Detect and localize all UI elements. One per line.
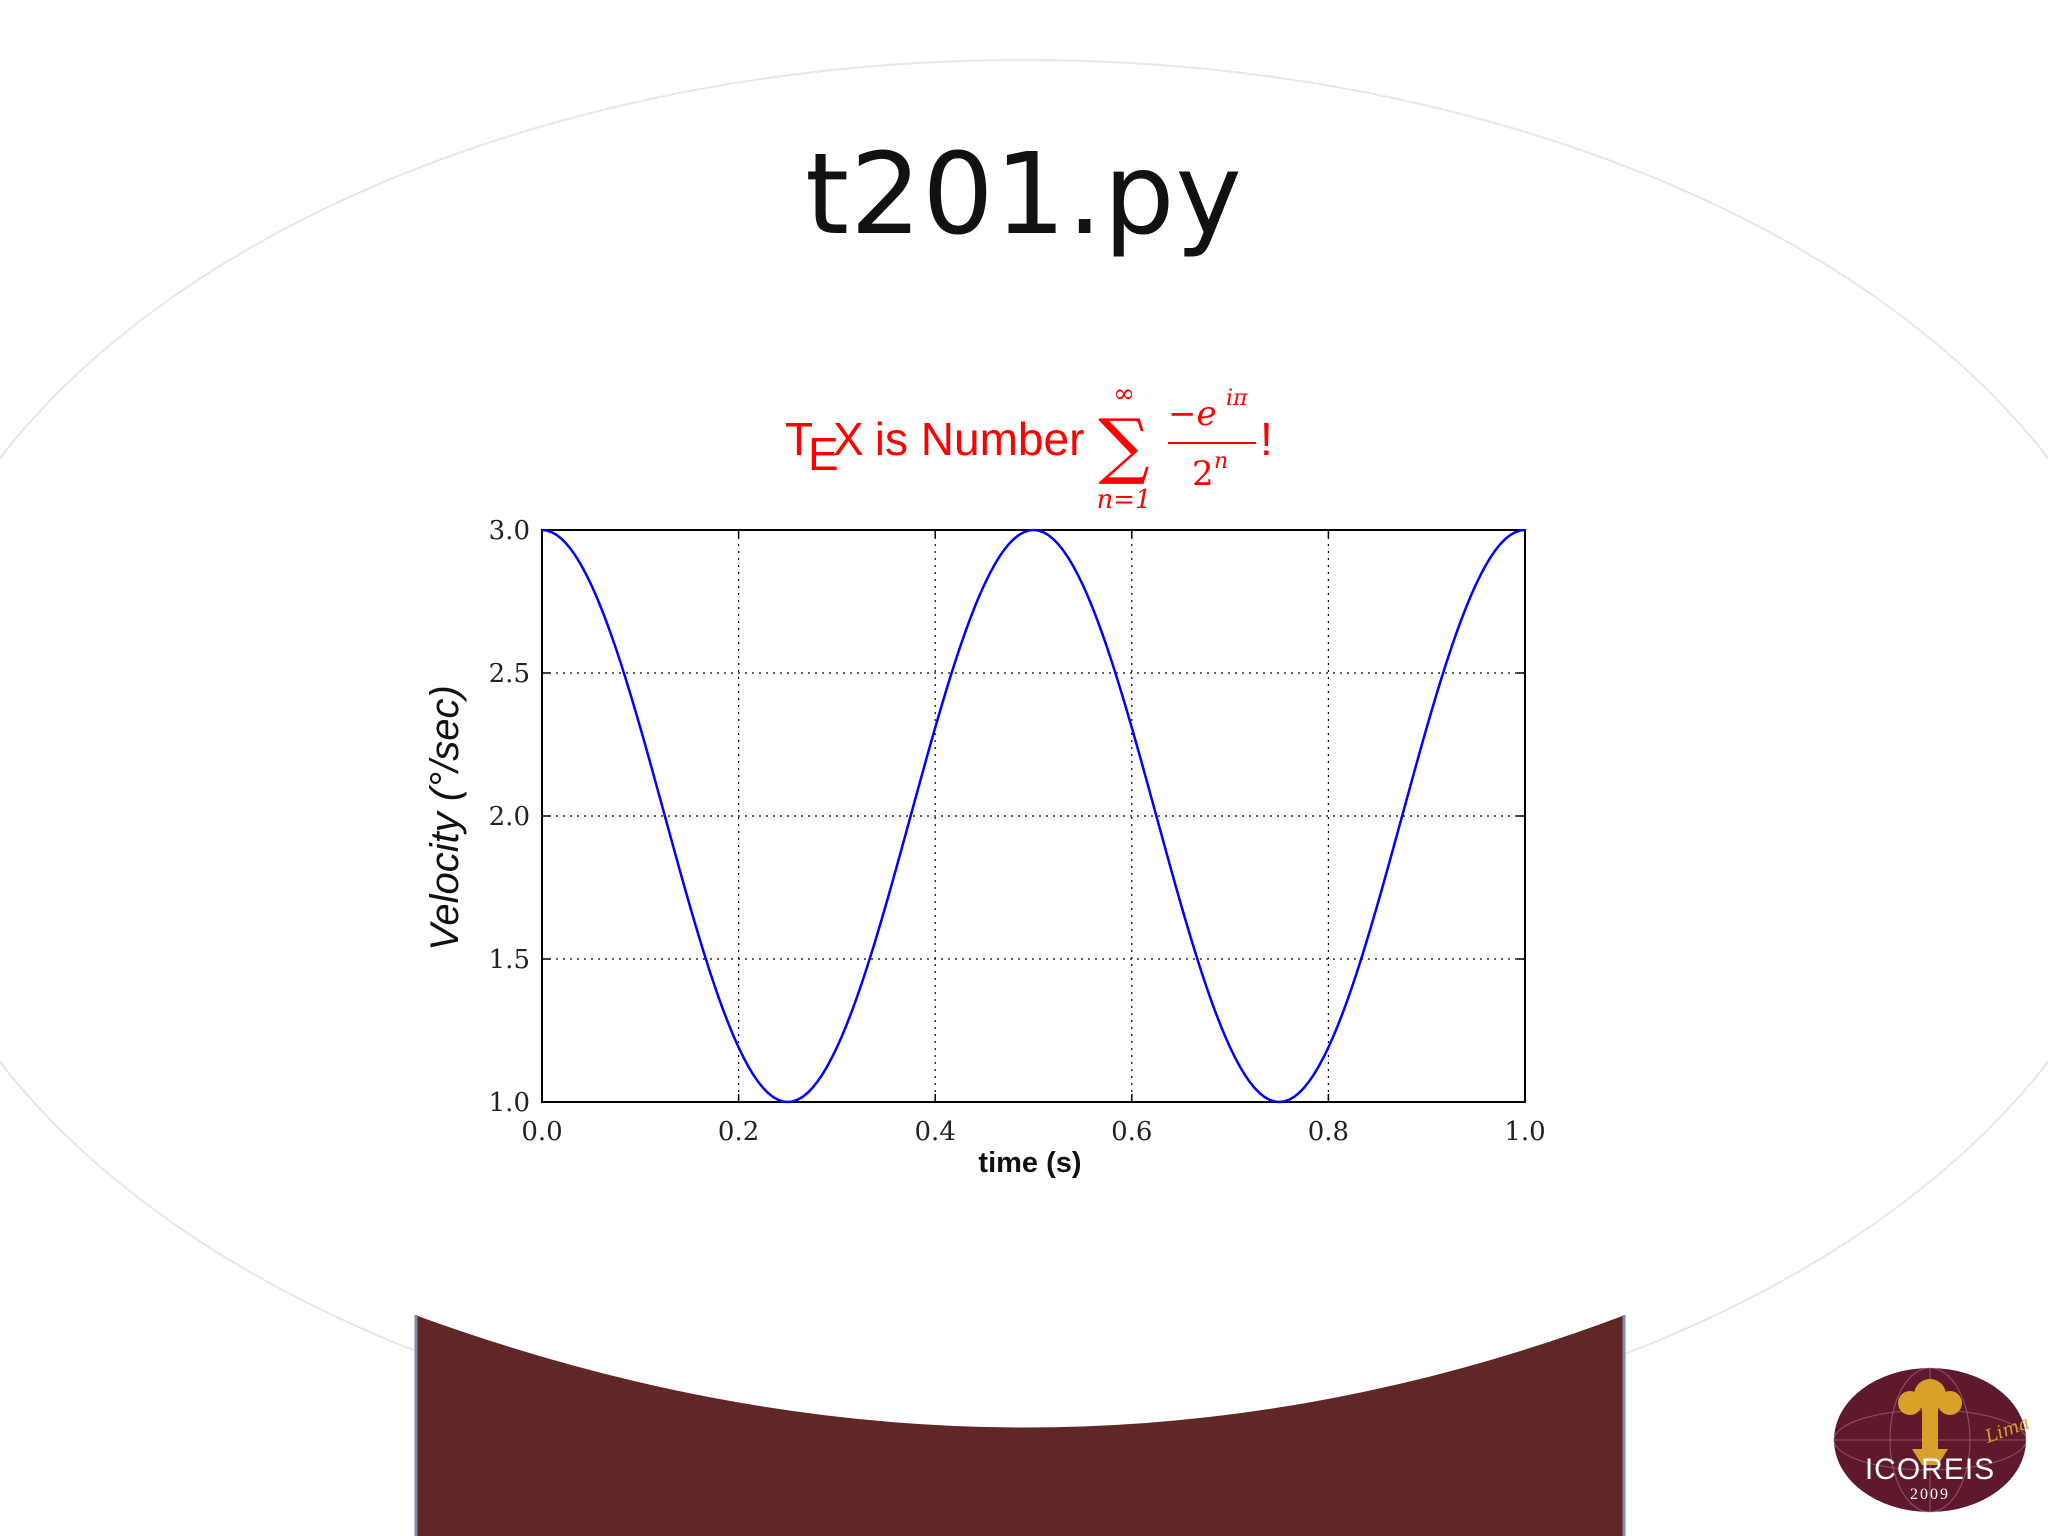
chart-grid [541,529,1526,1103]
title-numerator-exp: iπ [1226,386,1248,411]
x-axis-label: time (s) [978,1147,1081,1179]
logo-year: 2009 [1910,1486,1950,1503]
slide-title: t201.py [805,130,1243,260]
title-suffix: ! [1260,413,1273,465]
y-tick-label: 2.5 [489,659,530,689]
title-sum-upper: ∞ [1113,379,1135,409]
y-tick-label: 1.0 [489,1088,530,1118]
x-tick-label: 0.4 [915,1117,956,1147]
y-axis-label: Velocity (°/sec) [423,685,467,951]
title-sum-lower: n=1 [1096,485,1151,515]
x-tick-label: 1.0 [1504,1117,1545,1147]
title-text: is Number [862,413,1097,465]
x-tick-label: 0.0 [521,1117,562,1147]
title-denominator-exp: n [1214,449,1228,474]
series-line-velocity [541,528,1526,1104]
y-tick-label: 1.5 [489,945,530,975]
x-tick-label: 0.8 [1308,1117,1349,1147]
title-tex-x: X [833,413,864,465]
chart-ticks: 0.0 0.2 0.4 0.6 0.8 1.0 1.0 1.5 2.0 2.5 3.0 [489,516,1546,1147]
bottom-band [415,1315,1625,1536]
title-numerator: −e [1168,394,1217,434]
chart-title: T E X is Number ∞ ∑ n=1 −e iπ 2 n ! [785,379,1273,515]
title-tex-t: T [785,413,813,465]
logo-main-text: ICOREIS [1865,1453,1995,1486]
title-denominator: 2 [1192,454,1214,494]
x-tick-label: 0.6 [1111,1117,1152,1147]
title-sum-symbol: ∑ [1098,403,1149,487]
icoreis-logo: Lima ICOREIS 2009 [1833,1367,2030,1513]
y-tick-label: 3.0 [489,516,530,546]
logo-emblem [1898,1379,1962,1465]
title-tex-e: E [808,428,839,480]
y-tick-label: 2.0 [489,802,530,832]
x-tick-label: 0.2 [718,1117,759,1147]
